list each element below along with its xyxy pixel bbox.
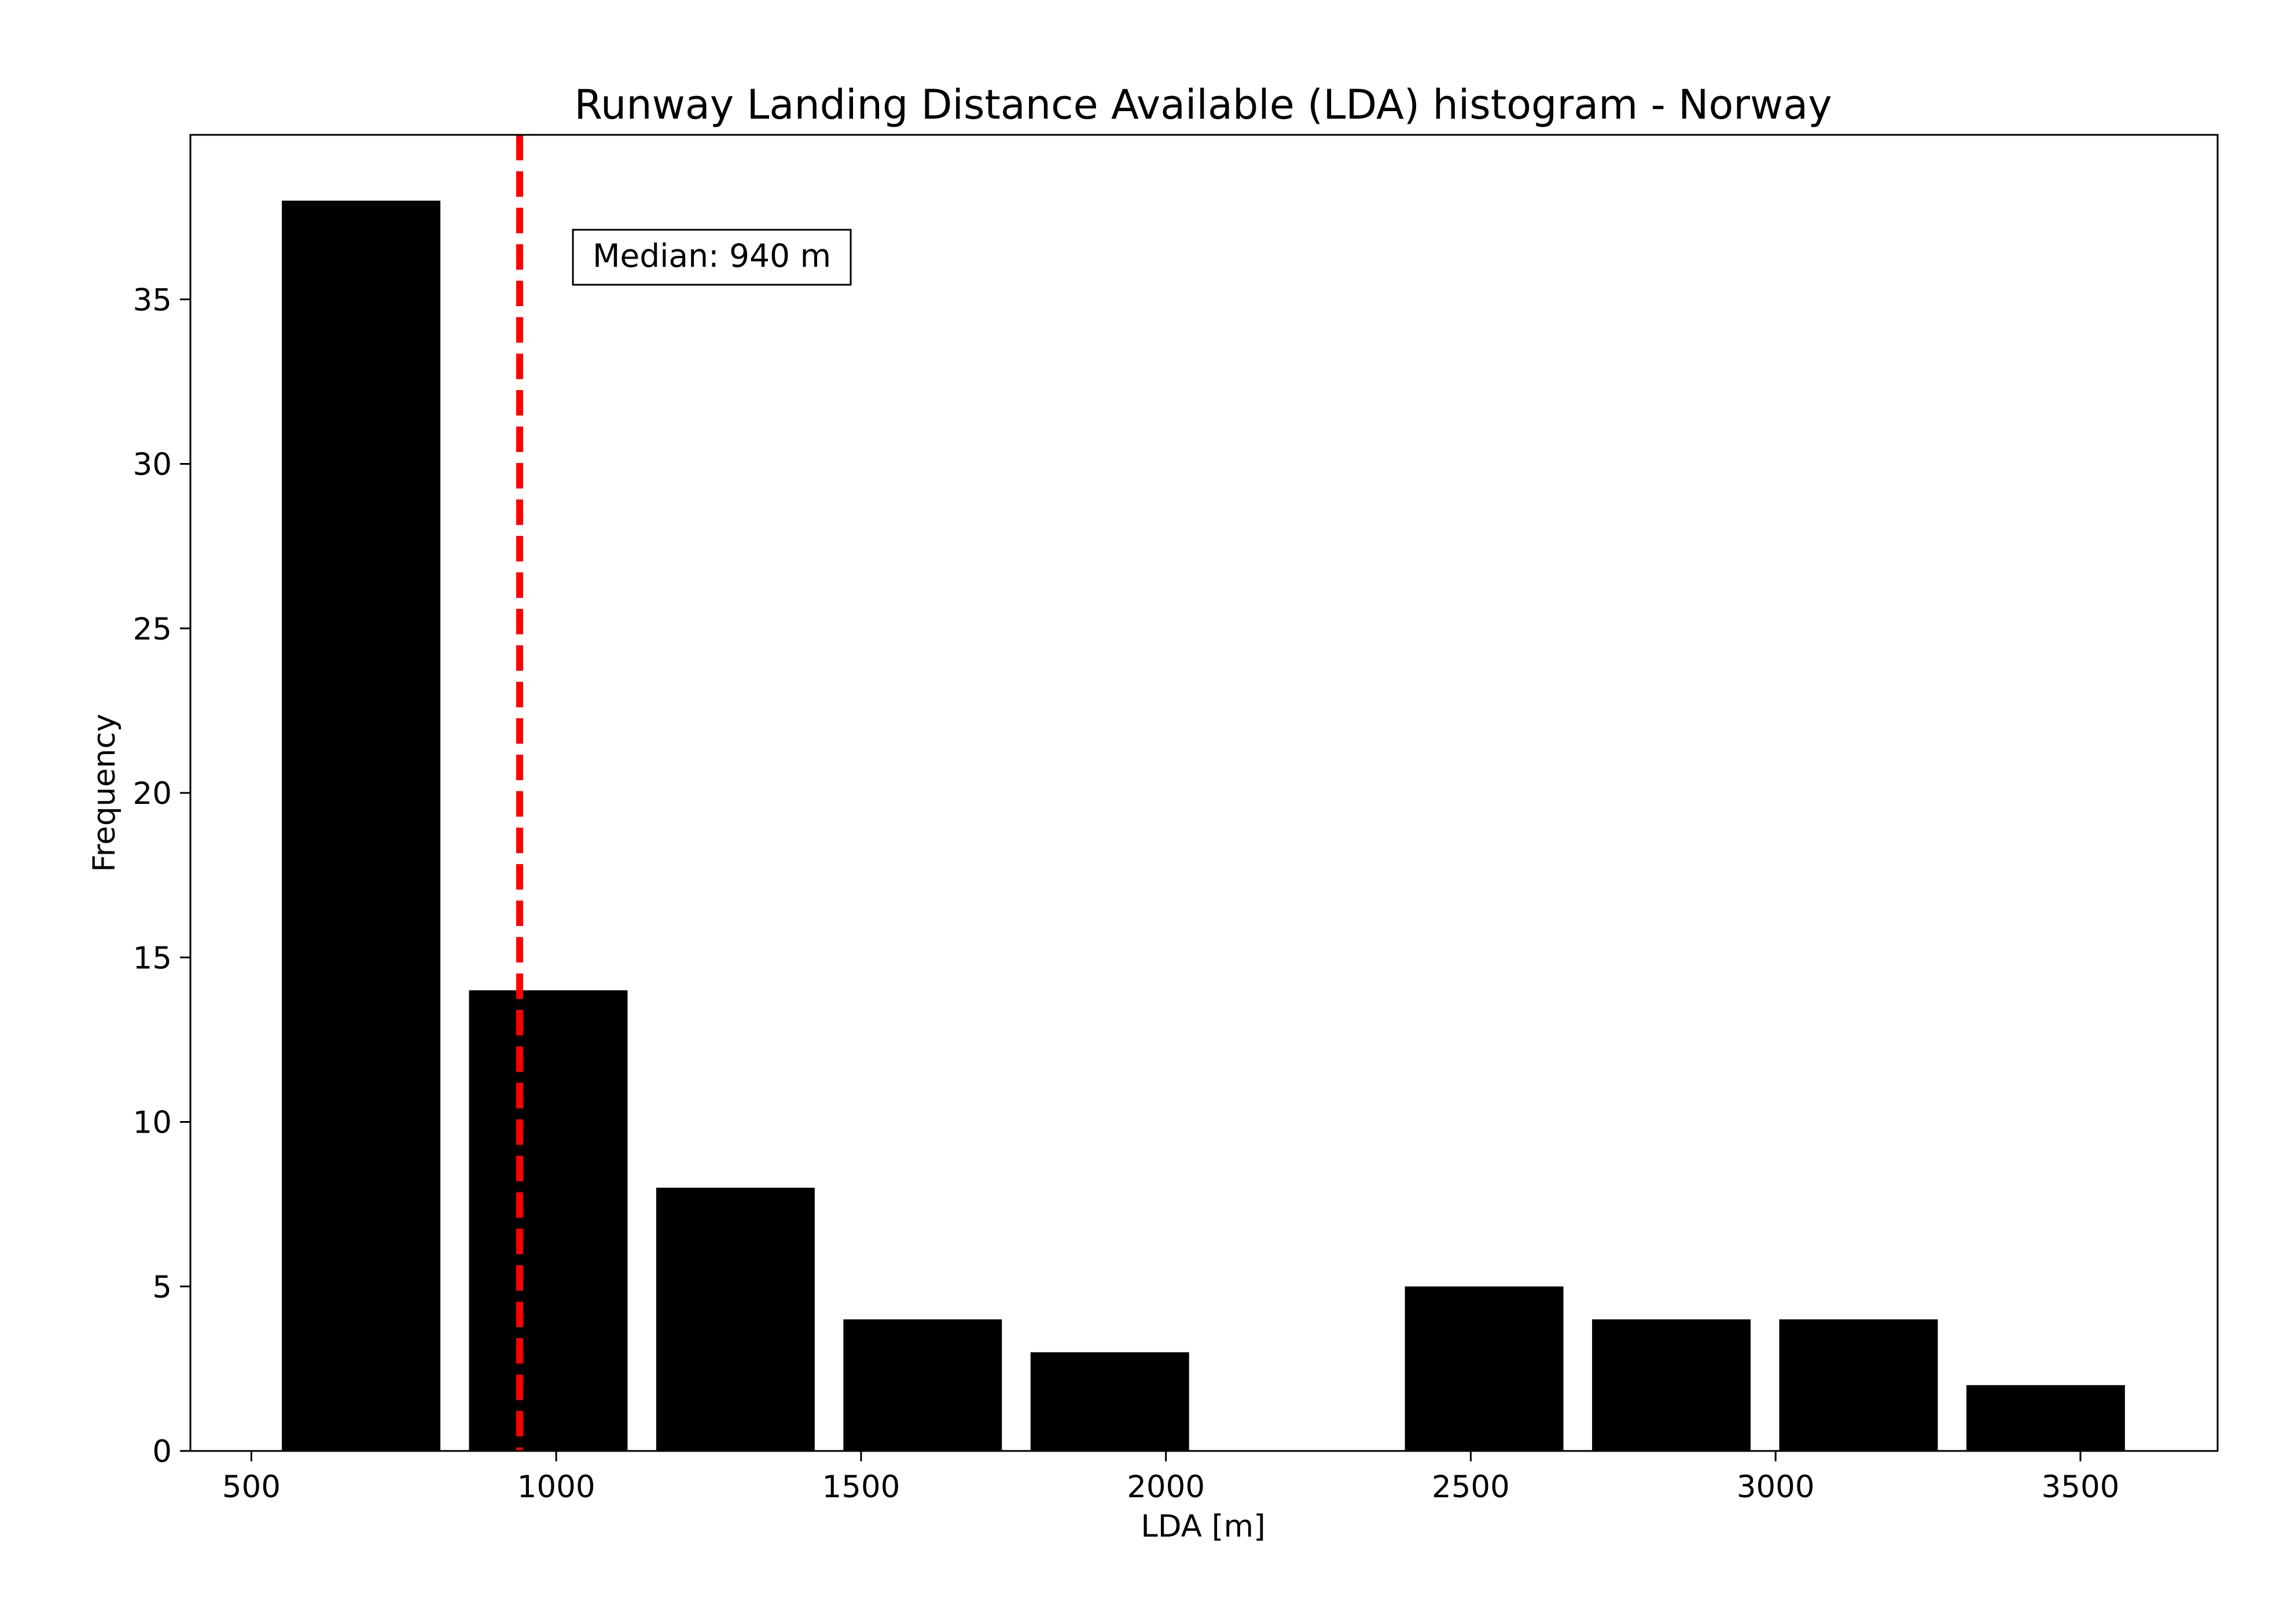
- x-axis-label: LDA [m]: [1141, 1509, 1266, 1544]
- y-tick-label-25: 25: [133, 612, 172, 647]
- x-tick-label-3500: 3500: [2042, 1469, 2120, 1505]
- bars-group: [282, 200, 2125, 1452]
- histogram-bar-1: [282, 200, 440, 1452]
- x-tick-label-500: 500: [222, 1469, 281, 1505]
- y-tick-label-20: 20: [133, 776, 172, 811]
- histogram-bar-7: [1405, 1286, 1564, 1451]
- x-tick-label-1500: 1500: [822, 1469, 900, 1505]
- median-annotation-box: [572, 229, 852, 286]
- histogram-bar-2: [469, 990, 628, 1451]
- histogram-bar-4: [843, 1319, 1002, 1451]
- median-annotation-text: Median: 940 m: [593, 237, 831, 274]
- x-tick-label-2000: 2000: [1127, 1469, 1205, 1505]
- x-tick-label-1000: 1000: [517, 1469, 595, 1505]
- histogram-bar-9: [1779, 1319, 1938, 1451]
- y-axis-ticks: 0 5 10 15 20 25 30 35: [133, 282, 190, 1469]
- y-tick-label-10: 10: [133, 1105, 172, 1141]
- histogram-bar-10: [1966, 1385, 2125, 1451]
- median-annotation: Median: 940 m: [572, 229, 852, 286]
- x-axis-ticks: 500 1000 1500 2000 2500 3000 3500: [222, 1451, 2120, 1505]
- y-tick-label-0: 0: [152, 1434, 172, 1469]
- y-tick-label-30: 30: [133, 447, 172, 483]
- histogram-bar-8: [1592, 1319, 1751, 1451]
- y-tick-label-35: 35: [133, 282, 172, 318]
- x-tick-label-3000: 3000: [1737, 1469, 1815, 1505]
- chart-title: Runway Landing Distance Available (LDA) …: [574, 81, 1832, 128]
- y-tick-label-5: 5: [152, 1270, 172, 1305]
- histogram-bar-5: [1030, 1352, 1189, 1451]
- histogram-bar-3: [656, 1188, 815, 1451]
- x-tick-label-2500: 2500: [1432, 1469, 1510, 1505]
- y-axis-label: Frequency: [87, 714, 122, 872]
- y-tick-label-15: 15: [133, 940, 172, 976]
